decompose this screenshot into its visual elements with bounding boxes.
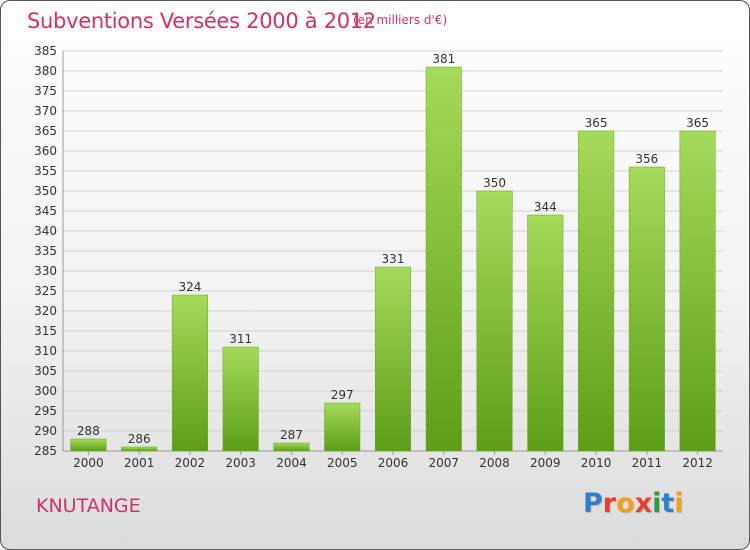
x-tick-label: 2009 bbox=[530, 456, 561, 470]
bar bbox=[171, 294, 208, 452]
y-tick-label: 370 bbox=[34, 104, 57, 118]
bar-value-label: 365 bbox=[585, 116, 608, 130]
y-tick-label: 385 bbox=[34, 44, 57, 58]
y-tick-label: 355 bbox=[34, 164, 57, 178]
bar bbox=[476, 190, 513, 452]
bar bbox=[121, 446, 158, 452]
y-tick-label: 380 bbox=[34, 64, 57, 78]
commune-name: KNUTANGE bbox=[36, 495, 141, 517]
bar-value-label: 356 bbox=[635, 152, 658, 166]
bar-value-label: 324 bbox=[178, 280, 201, 294]
x-tick-label: 2008 bbox=[479, 456, 510, 470]
bar bbox=[425, 66, 462, 452]
bar-value-label: 311 bbox=[229, 332, 252, 346]
bar bbox=[324, 402, 361, 452]
x-tick-label: 2000 bbox=[73, 456, 104, 470]
bar-value-label: 286 bbox=[128, 432, 151, 446]
y-tick-label: 295 bbox=[34, 404, 57, 418]
logo-letter: i bbox=[674, 488, 684, 519]
y-tick-label: 335 bbox=[34, 244, 57, 258]
x-tick-label: 2012 bbox=[682, 456, 713, 470]
bar bbox=[222, 346, 259, 452]
y-tick-label: 290 bbox=[34, 424, 57, 438]
bar bbox=[273, 442, 310, 452]
logo-letter: o bbox=[616, 488, 635, 519]
bar-value-label: 381 bbox=[432, 52, 455, 66]
logo-letter: x bbox=[634, 488, 653, 519]
bar bbox=[628, 166, 665, 452]
bar bbox=[374, 266, 412, 452]
proxiti-logo[interactable]: Proxiti bbox=[583, 488, 684, 519]
y-tick-label: 325 bbox=[34, 284, 57, 298]
bar-value-label: 344 bbox=[534, 200, 557, 214]
y-tick-label: 300 bbox=[34, 384, 57, 398]
x-tick-label: 2005 bbox=[327, 456, 358, 470]
chart-subtitle: (en milliers d'€) bbox=[353, 13, 448, 27]
x-tick-label: 2011 bbox=[632, 456, 663, 470]
y-tick-label: 315 bbox=[34, 324, 57, 338]
bar-value-label: 350 bbox=[483, 176, 506, 190]
bar-value-label: 297 bbox=[331, 388, 354, 402]
logo-letter: P bbox=[583, 488, 603, 519]
x-tick-label: 2010 bbox=[581, 456, 612, 470]
y-tick-label: 365 bbox=[34, 124, 57, 138]
bar bbox=[70, 438, 107, 452]
y-tick-label: 305 bbox=[34, 364, 57, 378]
bar-value-label: 331 bbox=[382, 252, 405, 266]
bar bbox=[527, 214, 564, 452]
y-tick-label: 320 bbox=[34, 304, 57, 318]
x-tick-label: 2006 bbox=[378, 456, 409, 470]
y-tick-label: 285 bbox=[34, 444, 57, 458]
x-tick-label: 2007 bbox=[428, 456, 459, 470]
y-tick-label: 375 bbox=[34, 84, 57, 98]
bar-value-label: 287 bbox=[280, 428, 303, 442]
y-tick-label: 360 bbox=[34, 144, 57, 158]
bar bbox=[578, 130, 615, 452]
bar bbox=[679, 130, 716, 452]
logo-letter: t bbox=[661, 488, 675, 519]
y-tick-label: 345 bbox=[34, 204, 57, 218]
chart-title: Subventions Versées 2000 à 2012 bbox=[27, 9, 376, 33]
x-tick-label: 2004 bbox=[276, 456, 307, 470]
logo-letter: r bbox=[602, 488, 617, 519]
x-tick-label: 2002 bbox=[175, 456, 206, 470]
x-tick-label: 2001 bbox=[124, 456, 155, 470]
logo-letter: i bbox=[652, 488, 662, 519]
y-tick-label: 350 bbox=[34, 184, 57, 198]
bar-value-label: 365 bbox=[686, 116, 709, 130]
bar-value-label: 288 bbox=[77, 424, 100, 438]
y-tick-label: 310 bbox=[34, 344, 57, 358]
y-tick-label: 330 bbox=[34, 264, 57, 278]
y-tick-label: 340 bbox=[34, 224, 57, 238]
x-tick-label: 2003 bbox=[225, 456, 256, 470]
